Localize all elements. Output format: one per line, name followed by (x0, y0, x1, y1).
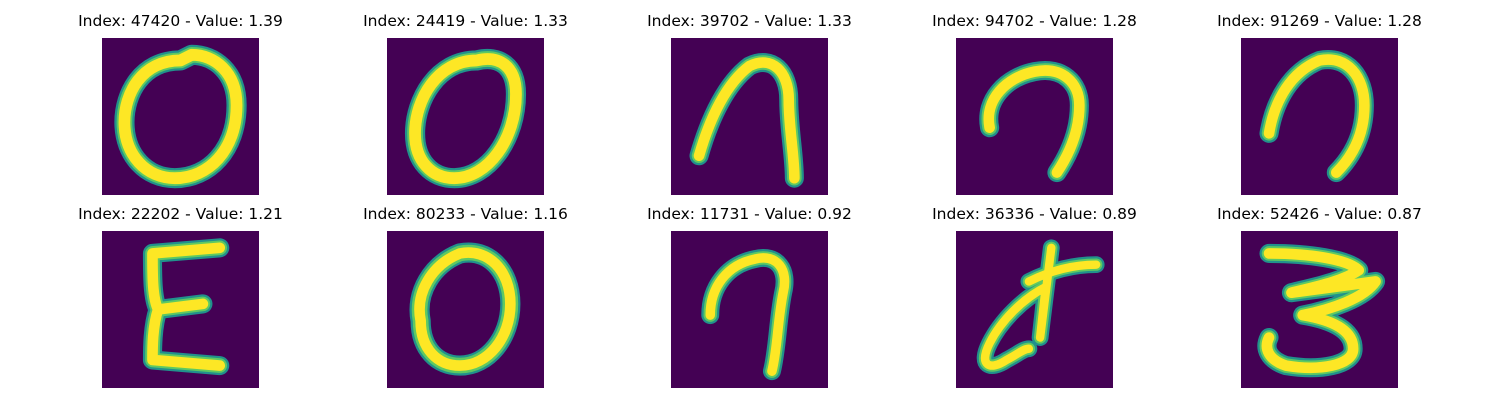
panel-title: Index: 94702 - Value: 1.28 (932, 12, 1137, 30)
panel-title: Index: 22202 - Value: 1.21 (78, 205, 283, 223)
digit-image (956, 38, 1113, 195)
image-panel: Index: 11731 - Value: 0.92 (607, 205, 892, 395)
image-panel: Index: 22202 - Value: 1.21 (38, 205, 323, 395)
digit-image (1241, 38, 1398, 195)
image-panel: Index: 52426 - Value: 0.87 (1177, 205, 1462, 395)
image-panel: Index: 80233 - Value: 1.16 (323, 205, 608, 395)
image-panel: Index: 24419 - Value: 1.33 (323, 12, 608, 202)
panel-title: Index: 24419 - Value: 1.33 (363, 12, 568, 30)
glyph-stroke-core (705, 253, 790, 376)
digit-image (956, 231, 1113, 388)
glyph-stroke-core (414, 247, 516, 371)
image-panel: Index: 47420 - Value: 1.39 (38, 12, 323, 202)
digit-image (102, 38, 259, 195)
glyph-stroke-core (980, 243, 1101, 370)
panel-title: Index: 36336 - Value: 0.89 (932, 205, 1137, 223)
panel-title: Index: 91269 - Value: 1.28 (1217, 12, 1422, 30)
digit-image (102, 231, 259, 388)
digit-image (671, 231, 828, 388)
image-panel: Index: 39702 - Value: 1.33 (607, 12, 892, 202)
panel-title: Index: 52426 - Value: 0.87 (1217, 205, 1422, 223)
panel-title: Index: 80233 - Value: 1.16 (363, 205, 568, 223)
panel-title: Index: 47420 - Value: 1.39 (78, 12, 283, 30)
glyph-stroke-core (693, 57, 800, 184)
image-panel: Index: 36336 - Value: 0.89 (892, 205, 1177, 395)
panel-title: Index: 39702 - Value: 1.33 (647, 12, 852, 30)
digit-image (671, 38, 828, 195)
image-panel: Index: 91269 - Value: 1.28 (1177, 12, 1462, 202)
digit-image (387, 231, 544, 388)
glyph-stroke-core (1263, 54, 1370, 178)
glyph-stroke-core (983, 65, 1085, 178)
digit-image (1241, 231, 1398, 388)
glyph-stroke-core (147, 242, 226, 371)
image-panel: Index: 94702 - Value: 1.28 (892, 12, 1177, 202)
glyph-stroke-core (1261, 248, 1381, 373)
glyph-stroke-core (409, 53, 522, 185)
panel-title: Index: 11731 - Value: 0.92 (647, 205, 852, 223)
glyph-stroke-core (118, 48, 243, 185)
digit-image (387, 38, 544, 195)
